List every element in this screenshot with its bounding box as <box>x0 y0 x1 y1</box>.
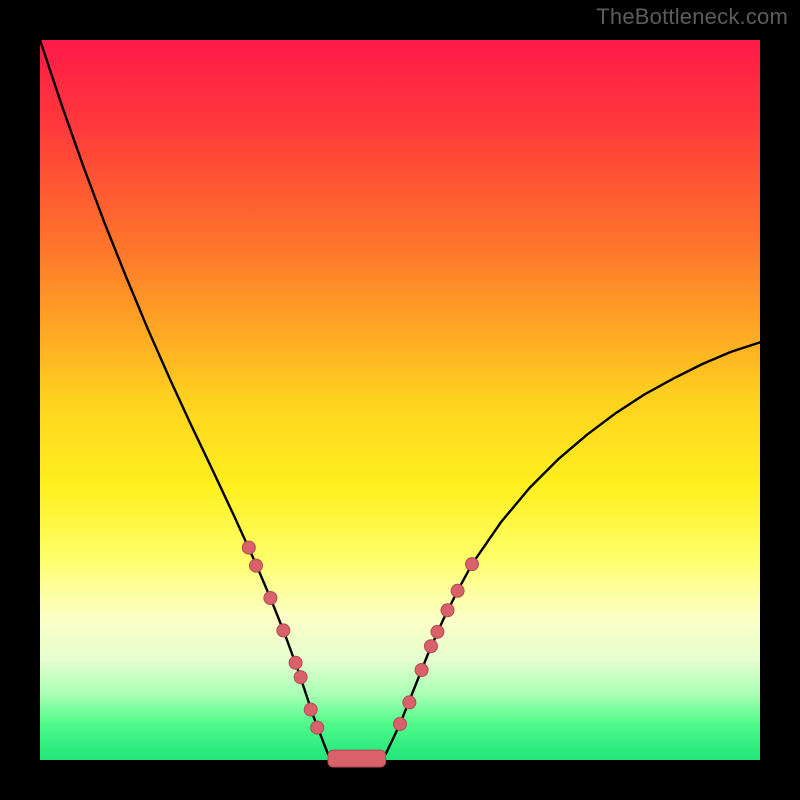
marker-left <box>294 671 307 684</box>
marker-right <box>441 604 454 617</box>
marker-left <box>289 656 302 669</box>
marker-right <box>451 584 464 597</box>
marker-right <box>415 664 428 677</box>
marker-left <box>250 559 263 572</box>
plot-area <box>40 40 760 760</box>
marker-left <box>277 624 290 637</box>
marker-right <box>466 558 479 571</box>
marker-left <box>311 721 324 734</box>
valley-marker-bar <box>328 750 386 767</box>
watermark-text: TheBottleneck.com <box>596 4 788 30</box>
marker-right <box>424 640 437 653</box>
marker-left <box>304 703 317 716</box>
marker-right <box>403 696 416 709</box>
chart-svg <box>0 0 800 800</box>
chart-container: TheBottleneck.com <box>0 0 800 800</box>
marker-left <box>264 592 277 605</box>
marker-right <box>431 625 444 638</box>
marker-left <box>242 541 255 554</box>
marker-right <box>394 718 407 731</box>
